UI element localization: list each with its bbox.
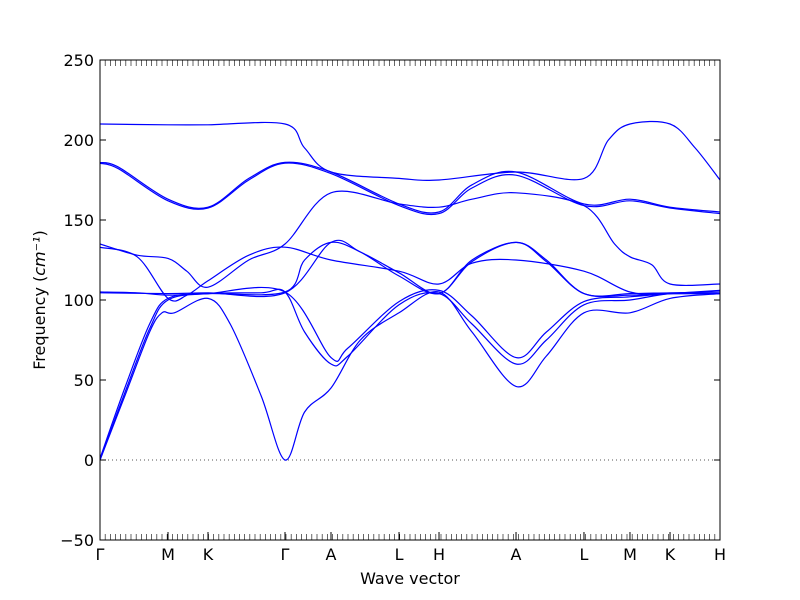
x-tick-label: K bbox=[203, 545, 214, 564]
x-tick-label: A bbox=[511, 545, 522, 564]
y-tick-label: 0 bbox=[84, 451, 94, 470]
phonon-branch-6 bbox=[100, 246, 720, 302]
x-tick-label: L bbox=[580, 545, 589, 564]
phonon-branch-8 bbox=[100, 161, 720, 214]
y-tick-label: −50 bbox=[60, 531, 94, 550]
y-axis-label-paren-open: ( bbox=[30, 276, 49, 287]
x-tick-label: A bbox=[326, 545, 337, 564]
plot-area bbox=[100, 120, 720, 461]
phonon-branch-1 bbox=[100, 291, 720, 461]
y-tick-label: 200 bbox=[63, 131, 94, 150]
y-tick-label: 50 bbox=[74, 371, 94, 390]
x-tick-label: Γ bbox=[96, 545, 105, 564]
x-tick-label: H bbox=[714, 545, 726, 564]
x-tick-label: Γ bbox=[281, 545, 290, 564]
phonon-branch-5 bbox=[100, 239, 720, 298]
phonon-branch-3 bbox=[100, 286, 720, 459]
y-tick-label: 150 bbox=[63, 211, 94, 230]
y-axis-label-paren-close: ) bbox=[30, 230, 49, 236]
x-tick-label: K bbox=[665, 545, 676, 564]
phonon-branch-7 bbox=[100, 190, 720, 288]
y-axis-label: Frequency (cm⁻¹) bbox=[30, 230, 49, 369]
x-tick-label: H bbox=[433, 545, 445, 564]
x-tick-label: L bbox=[395, 545, 404, 564]
phonon-branch-10 bbox=[100, 120, 720, 181]
y-axis-unit: cm⁻¹ bbox=[30, 237, 49, 276]
x-tick-label: M bbox=[161, 545, 175, 564]
y-tick-label: 100 bbox=[63, 291, 94, 310]
x-axis-label: Wave vector bbox=[360, 569, 460, 588]
phonon-branch-9 bbox=[100, 162, 720, 216]
x-tick-label: M bbox=[623, 545, 637, 564]
phonon-branch-2 bbox=[100, 288, 720, 461]
y-axis-ticks: −50 0 50 100 150 200 250 bbox=[60, 51, 720, 550]
y-axis-label-text: Frequency bbox=[30, 287, 49, 370]
plot-frame bbox=[99, 59, 721, 541]
y-tick-label: 250 bbox=[63, 51, 94, 70]
